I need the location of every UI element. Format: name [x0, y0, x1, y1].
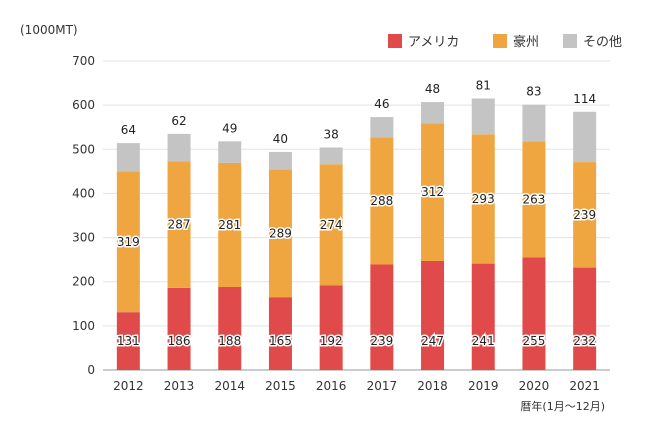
legend-swatch — [493, 34, 507, 48]
bar-segment — [268, 151, 292, 170]
bar-segment — [167, 287, 191, 370]
bar-segment — [471, 134, 495, 264]
bar-segment — [370, 264, 394, 370]
data-label: 46 — [374, 97, 389, 111]
data-label: 48 — [425, 82, 440, 96]
y-tick-label: 600 — [72, 98, 95, 112]
legend-swatch — [388, 34, 402, 48]
x-axis-ticks: 2012 2013 2014 2015 2016 2017 2018 2019 2020 2021 — [113, 379, 600, 393]
bar-segment — [370, 117, 394, 138]
x-tick-label: 2018 — [417, 379, 448, 393]
bar-segment — [167, 133, 191, 162]
bar-segment — [522, 104, 546, 142]
data-label: 64 — [121, 123, 136, 137]
unit-label: (1000MT) — [20, 23, 78, 37]
data-label: 188 — [218, 334, 241, 348]
data-label: 281 — [218, 218, 241, 232]
data-label: 114 — [573, 92, 596, 106]
y-tick-label: 700 — [72, 54, 95, 68]
y-axis-ticks: 0 100 200 300 400 500 600 700 — [72, 54, 95, 377]
data-label: 247 — [421, 334, 444, 348]
legend-label: その他 — [583, 35, 622, 50]
y-tick-label: 400 — [72, 186, 95, 200]
data-label: 40 — [273, 132, 288, 146]
x-tick-label: 2015 — [265, 379, 296, 393]
bar-segment — [116, 143, 140, 172]
data-label: 49 — [222, 121, 237, 135]
bar-segment — [522, 141, 546, 258]
bar-segment — [218, 162, 242, 288]
data-label: 293 — [472, 192, 495, 206]
data-label: 287 — [168, 218, 191, 232]
bar-segment — [319, 147, 343, 165]
bar-segment — [573, 267, 597, 370]
x-axis-title: 暦年(1月〜12月) — [520, 399, 605, 413]
bar-segment — [268, 297, 292, 370]
data-label: 241 — [472, 334, 495, 348]
bar-segment — [319, 164, 343, 286]
x-tick-label: 2020 — [519, 379, 550, 393]
x-tick-label: 2016 — [316, 379, 347, 393]
data-label: 192 — [320, 334, 343, 348]
data-labels: 131 319 64 186 287 62 188 281 49 165 289 40 192 274 38… — [115, 79, 597, 350]
x-tick-label: 2017 — [367, 379, 398, 393]
y-tick-label: 300 — [72, 231, 95, 245]
x-tick-label: 2013 — [164, 379, 195, 393]
data-label: 81 — [476, 79, 491, 93]
data-label: 131 — [117, 334, 140, 348]
y-tick-label: 0 — [87, 363, 95, 377]
bar-segment — [421, 260, 445, 370]
data-label: 239 — [573, 208, 596, 222]
y-tick-label: 100 — [72, 319, 95, 333]
data-label: 312 — [421, 185, 444, 199]
data-label: 165 — [269, 334, 292, 348]
data-label: 62 — [171, 114, 186, 128]
bar-segment — [522, 257, 546, 370]
x-tick-label: 2012 — [113, 379, 144, 393]
bar-segment — [116, 312, 140, 370]
bar-segment — [471, 263, 495, 370]
legend-label: 豪州 — [513, 34, 539, 50]
bar-segment — [421, 102, 445, 124]
data-label: 288 — [370, 194, 393, 208]
x-tick-label: 2021 — [569, 379, 600, 393]
bar-segment — [268, 169, 292, 298]
bar-segment — [116, 171, 140, 313]
bar-segment — [573, 111, 597, 163]
data-label: 232 — [573, 334, 596, 348]
x-tick-label: 2019 — [468, 379, 499, 393]
data-label: 319 — [117, 235, 140, 249]
legend-label: アメリカ — [408, 35, 459, 50]
data-label: 186 — [168, 334, 191, 348]
data-label: 239 — [370, 334, 393, 348]
data-label: 263 — [522, 192, 545, 206]
bar-segment — [573, 162, 597, 268]
bar-segment — [370, 137, 394, 265]
x-tick-label: 2014 — [214, 379, 245, 393]
legend: アメリカ 豪州 その他 — [388, 34, 622, 50]
bar-segment — [218, 141, 242, 163]
bar-segment — [167, 161, 191, 288]
data-label: 83 — [526, 85, 541, 99]
y-tick-label: 200 — [72, 275, 95, 289]
data-label: 255 — [522, 334, 545, 348]
data-label: 289 — [269, 226, 292, 240]
bar-segment — [471, 98, 495, 135]
legend-swatch — [563, 34, 577, 48]
bar-segment — [319, 285, 343, 370]
bars — [116, 98, 597, 370]
data-label: 38 — [324, 128, 339, 142]
data-label: 274 — [320, 218, 343, 232]
bar-segment — [421, 123, 445, 261]
y-tick-label: 500 — [72, 142, 95, 156]
bar-segment — [218, 287, 242, 370]
